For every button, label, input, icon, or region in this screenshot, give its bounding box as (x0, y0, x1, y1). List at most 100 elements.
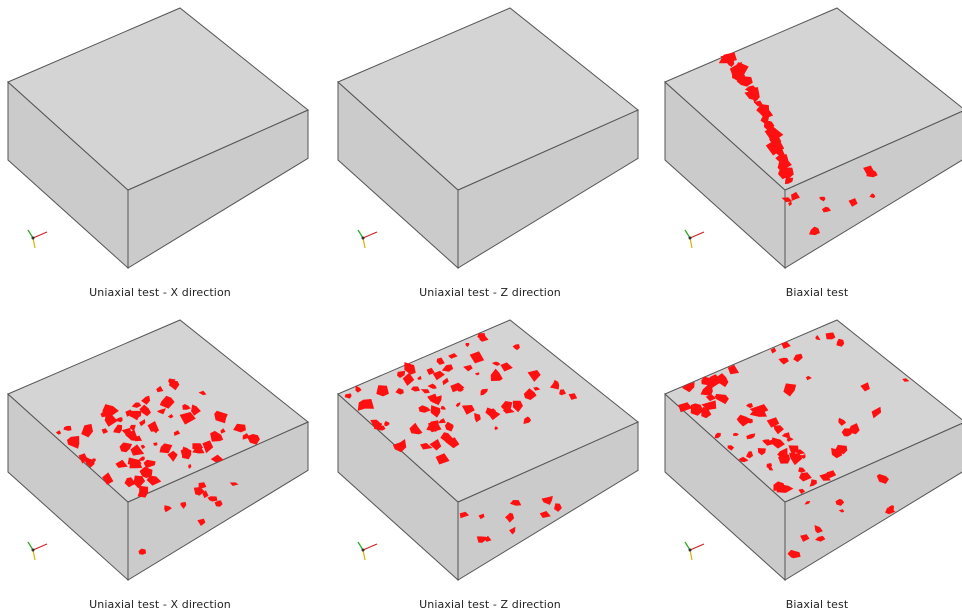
specimen-block (337, 7, 639, 270)
crack-fragment (568, 393, 578, 400)
crack-fragment (757, 448, 766, 456)
crack-fragment (793, 353, 803, 363)
crack-fragment (512, 344, 520, 351)
crack-fragment (815, 535, 826, 542)
crack-fragment (420, 442, 433, 450)
crack-fragment (146, 475, 162, 486)
crack-fragment (798, 467, 806, 473)
crack-fragment (180, 501, 187, 509)
crack-fragment (781, 197, 793, 203)
crack-fragment (781, 432, 791, 439)
crack-fragment (55, 430, 62, 435)
crack-fragment (242, 433, 250, 440)
crack-fragment (139, 466, 153, 479)
crack-fragment (141, 395, 151, 405)
crack-fragment (768, 466, 774, 471)
crack-fragment (831, 448, 843, 459)
crack-fragment (138, 548, 147, 555)
xyz-orientation-triad-icon (684, 541, 705, 561)
crack-fragment (838, 509, 845, 513)
specimen-block (7, 319, 309, 582)
crack-fragment (130, 444, 145, 456)
crack-fragment (478, 513, 485, 520)
figure-panel: Uniaxial test - X direction (0, 0, 320, 300)
crack-fragment (373, 423, 383, 430)
crack-fragment (505, 512, 515, 523)
crack-fragment (785, 177, 794, 184)
crack-fragment (791, 191, 800, 201)
crack-fragment (783, 383, 797, 397)
crack-fragment (778, 357, 789, 365)
crack-fragment (438, 418, 446, 424)
crack-fragment (376, 385, 389, 397)
crack-fragment (787, 549, 801, 559)
crack-fragment (738, 456, 749, 463)
crack-fragment (183, 448, 189, 452)
crack-fragment (395, 388, 404, 395)
crack-fragment (115, 459, 128, 468)
crack-fragment (116, 417, 123, 423)
crack-fragment (834, 444, 848, 455)
crack-fragment (131, 402, 142, 408)
crack-fragment (220, 428, 226, 434)
crack-fragment (554, 503, 562, 512)
crack-fragment (770, 347, 777, 354)
crack-fragment (700, 384, 713, 396)
crack-fragment (202, 490, 209, 499)
crack-fragment (756, 104, 770, 116)
crack-fragment (167, 450, 178, 462)
crack-fragment (124, 477, 136, 488)
crack-fragment (681, 382, 695, 393)
crack-fragment (549, 379, 560, 390)
crack-fragment (417, 375, 422, 380)
crack-fragment (523, 388, 537, 400)
crack-fragment (113, 424, 123, 434)
crack-fragment (476, 536, 487, 543)
crack-fragment (821, 206, 831, 213)
crack-fragment (355, 385, 362, 393)
crack-fragment (431, 395, 442, 406)
block-top-face (337, 7, 639, 191)
panel-caption: Uniaxial test - X direction (89, 598, 231, 611)
xyz-orientation-triad-icon (357, 229, 378, 249)
crack-fragment (847, 423, 860, 435)
crack-fragment (192, 443, 203, 451)
crack-fragment (179, 412, 196, 425)
crack-fragment (860, 382, 870, 392)
crack-fragment (153, 442, 158, 446)
crack-fragment (448, 353, 458, 359)
crack-fragment (469, 351, 485, 364)
crack-fragment (133, 475, 146, 489)
crack-fragment (836, 338, 845, 347)
crack-fragment (838, 417, 847, 426)
crack-fragment (404, 362, 416, 375)
crack-fragment (815, 335, 821, 340)
crack-fragment (490, 368, 503, 381)
specimen-block (664, 7, 962, 270)
crack-fragment (409, 422, 423, 435)
crack-fragment (429, 439, 442, 451)
crack-fragment (902, 378, 910, 382)
crack-fragment (746, 451, 754, 459)
panel-caption: Biaxial test (785, 598, 849, 611)
crack-fragment (139, 419, 146, 427)
crack-fragment (781, 341, 791, 349)
crack-fragment (788, 445, 799, 456)
crack-fragment (714, 394, 724, 400)
crack-fragment (164, 505, 172, 513)
crack-fragment (871, 406, 882, 419)
crack-fragment (744, 85, 757, 93)
crack-fragment (753, 100, 764, 107)
crack-fragment (357, 399, 375, 411)
crack-fragment (129, 410, 142, 419)
crack-fragment (509, 526, 516, 535)
crack-fragment (729, 61, 742, 77)
crack-fragment (119, 442, 133, 453)
crack-fragment (848, 198, 858, 207)
crack-fragment (773, 425, 784, 435)
crack-fragment (207, 496, 218, 502)
crack-fragment (198, 482, 207, 489)
crack-fragment (384, 421, 390, 427)
block-top-face (7, 7, 309, 191)
